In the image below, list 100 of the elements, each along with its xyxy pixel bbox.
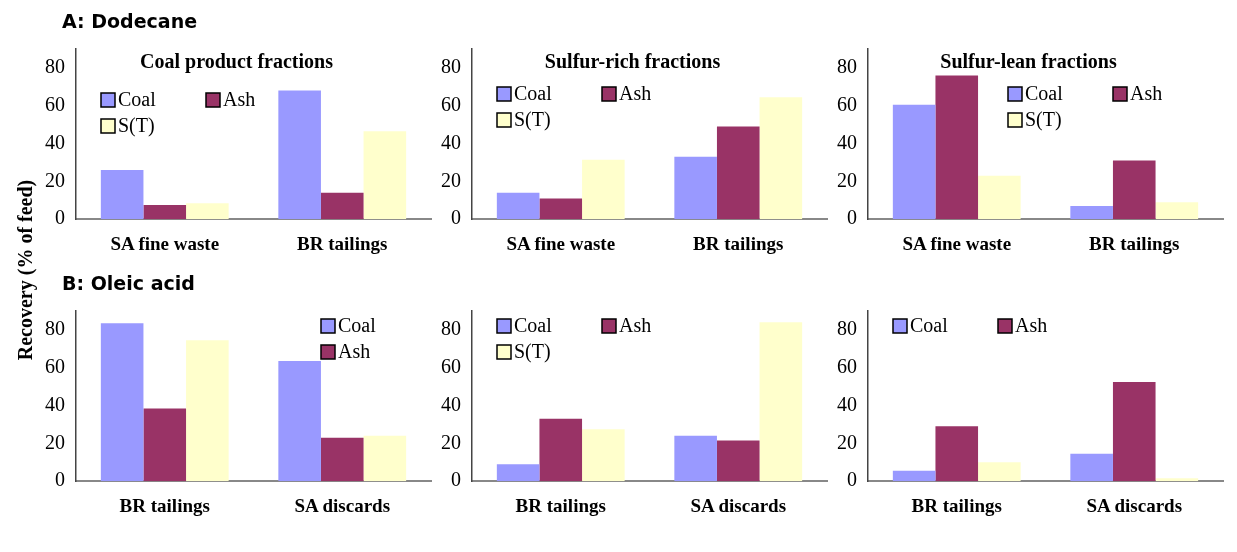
x-tick-label: BR tailings — [693, 232, 784, 254]
bar — [892, 470, 936, 482]
bar — [582, 159, 625, 220]
bar — [320, 437, 364, 482]
bar — [716, 440, 760, 482]
bar — [978, 175, 1021, 220]
chart-title: Coal product fractions — [140, 50, 334, 74]
bar — [320, 192, 364, 220]
legend-label: Ash — [619, 314, 652, 337]
y-tick-label: 80 — [45, 317, 65, 340]
bar — [186, 203, 229, 220]
chart-subtitle: B: Oleic acid — [61, 271, 196, 296]
bar — [935, 426, 979, 482]
x-tick-label: BR tailings — [515, 494, 606, 516]
y-tick-label: 60 — [45, 92, 65, 115]
y-tick-label: 0 — [451, 206, 461, 229]
bar — [759, 322, 803, 482]
bar — [1070, 453, 1113, 482]
y-tick-label: 80 — [45, 55, 65, 78]
chart-subtitle: A: Dodecane — [61, 9, 199, 34]
bar — [1070, 205, 1113, 220]
bar — [186, 340, 229, 482]
y-tick-label: 20 — [441, 168, 461, 191]
y-tick-label: 0 — [847, 206, 857, 229]
y-tick-label: 0 — [55, 206, 65, 229]
legend-label: Ash — [1015, 314, 1048, 337]
x-tick-label: BR tailings — [911, 494, 1002, 516]
y-tick-label: 60 — [45, 354, 65, 377]
bar — [716, 126, 760, 220]
bar — [143, 408, 187, 482]
y-axis-title: Recovery (% of feed) — [13, 179, 37, 361]
bar — [1112, 160, 1156, 220]
y-tick-label: 0 — [847, 468, 857, 491]
y-tick-label: 20 — [45, 168, 65, 191]
chart-title: Sulfur-lean fractions — [940, 50, 1117, 73]
y-tick-label: 40 — [45, 130, 65, 153]
legend-label: Ash — [223, 88, 256, 111]
bar — [1155, 202, 1199, 220]
bar — [935, 75, 979, 220]
legend-label: Coal — [338, 314, 377, 337]
bar — [278, 361, 321, 482]
x-tick-label: BR tailings — [297, 232, 388, 254]
y-tick-label: 20 — [837, 430, 857, 453]
legend-label: Coal — [514, 314, 553, 337]
y-tick-label: 80 — [837, 55, 857, 78]
legend-label: Coal — [1025, 82, 1064, 105]
y-tick-label: 80 — [441, 317, 461, 340]
legend-label: S(T) — [514, 340, 551, 364]
y-tick-label: 40 — [45, 392, 65, 415]
bar — [143, 205, 187, 220]
bar — [1112, 381, 1156, 482]
legend-label: Coal — [910, 314, 949, 337]
legend-label: Ash — [338, 340, 371, 363]
y-tick-label: 40 — [441, 130, 461, 153]
x-tick-label: SA fine waste — [506, 232, 616, 254]
bar — [892, 104, 936, 220]
bar — [539, 198, 583, 220]
legend-label: Coal — [514, 82, 553, 105]
legend-label: Ash — [1130, 82, 1163, 105]
y-tick-label: 60 — [441, 92, 461, 115]
y-tick-label: 20 — [837, 168, 857, 191]
legend-label: Ash — [619, 82, 652, 105]
bar — [1155, 478, 1199, 482]
y-tick-label: 20 — [441, 430, 461, 453]
y-tick-label: 60 — [441, 354, 461, 377]
bar — [496, 464, 540, 482]
bar — [674, 156, 717, 220]
y-tick-label: 60 — [837, 354, 857, 377]
legend-label: Coal — [118, 88, 157, 111]
x-tick-label: SA discards — [690, 494, 787, 516]
y-tick-label: 0 — [451, 468, 461, 491]
x-tick-label: SA fine waste — [110, 232, 220, 254]
x-tick-label: SA discards — [294, 494, 391, 516]
legend-label: S(T) — [118, 114, 155, 138]
bar — [496, 192, 540, 220]
bar — [674, 435, 717, 482]
bar — [278, 90, 321, 220]
x-tick-label: BR tailings — [119, 494, 210, 516]
bar — [582, 429, 625, 482]
legend-label: S(T) — [514, 108, 551, 132]
y-tick-label: 40 — [837, 392, 857, 415]
y-tick-label: 80 — [441, 55, 461, 78]
y-tick-label: 80 — [837, 317, 857, 340]
bar — [363, 435, 407, 482]
y-tick-label: 60 — [837, 92, 857, 115]
x-tick-label: SA fine waste — [902, 232, 1012, 254]
bar — [978, 462, 1021, 482]
bar — [100, 323, 144, 482]
bar — [100, 170, 144, 220]
y-tick-label: 40 — [837, 130, 857, 153]
bar — [759, 97, 803, 220]
y-tick-label: 40 — [441, 392, 461, 415]
y-tick-label: 0 — [55, 468, 65, 491]
y-tick-label: 20 — [45, 430, 65, 453]
legend-label: S(T) — [1025, 108, 1062, 132]
x-tick-label: SA discards — [1086, 494, 1183, 516]
chart-title: Sulfur-rich fractions — [544, 50, 721, 73]
bar — [363, 131, 407, 220]
x-tick-label: BR tailings — [1089, 232, 1180, 254]
bar — [539, 418, 583, 482]
